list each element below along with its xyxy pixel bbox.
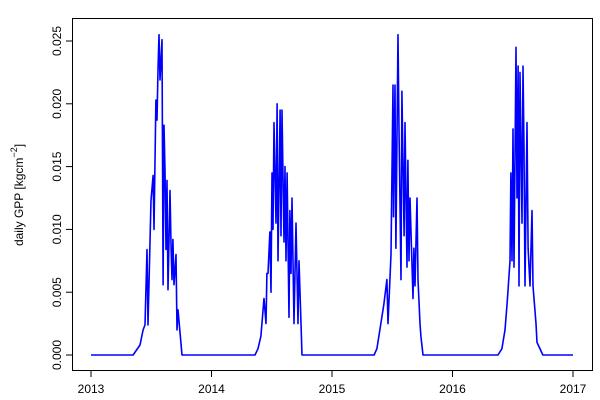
y-tick-label: 0.015 (50, 151, 64, 181)
y-tick-label: 0.025 (50, 26, 64, 56)
y-tick-label: 0.010 (50, 214, 64, 244)
y-axis-title-main: daily GPP [kgcm (12, 158, 26, 246)
x-tick-label: 2014 (198, 382, 225, 396)
x-tick-label: 2017 (560, 382, 587, 396)
y-tick-label: 0.020 (50, 88, 64, 118)
series-line (91, 33, 573, 356)
x-tick-label: 2013 (78, 382, 105, 396)
x-tick-label: 2016 (439, 382, 466, 396)
y-tick-label: 0.000 (50, 340, 64, 370)
y-tick-label: 0.005 (50, 277, 64, 307)
x-tick-label: 2015 (319, 382, 346, 396)
y-axis-title-sup: −2 (9, 147, 19, 157)
y-axis-title: daily GPP [kgcm−2] (9, 144, 26, 246)
x-axis: 2013 2014 2015 2016 2017 (78, 370, 587, 396)
y-axis: 0.000 0.005 0.010 0.015 0.020 0.025 (50, 26, 73, 370)
y-axis-title-close: ] (12, 144, 26, 147)
